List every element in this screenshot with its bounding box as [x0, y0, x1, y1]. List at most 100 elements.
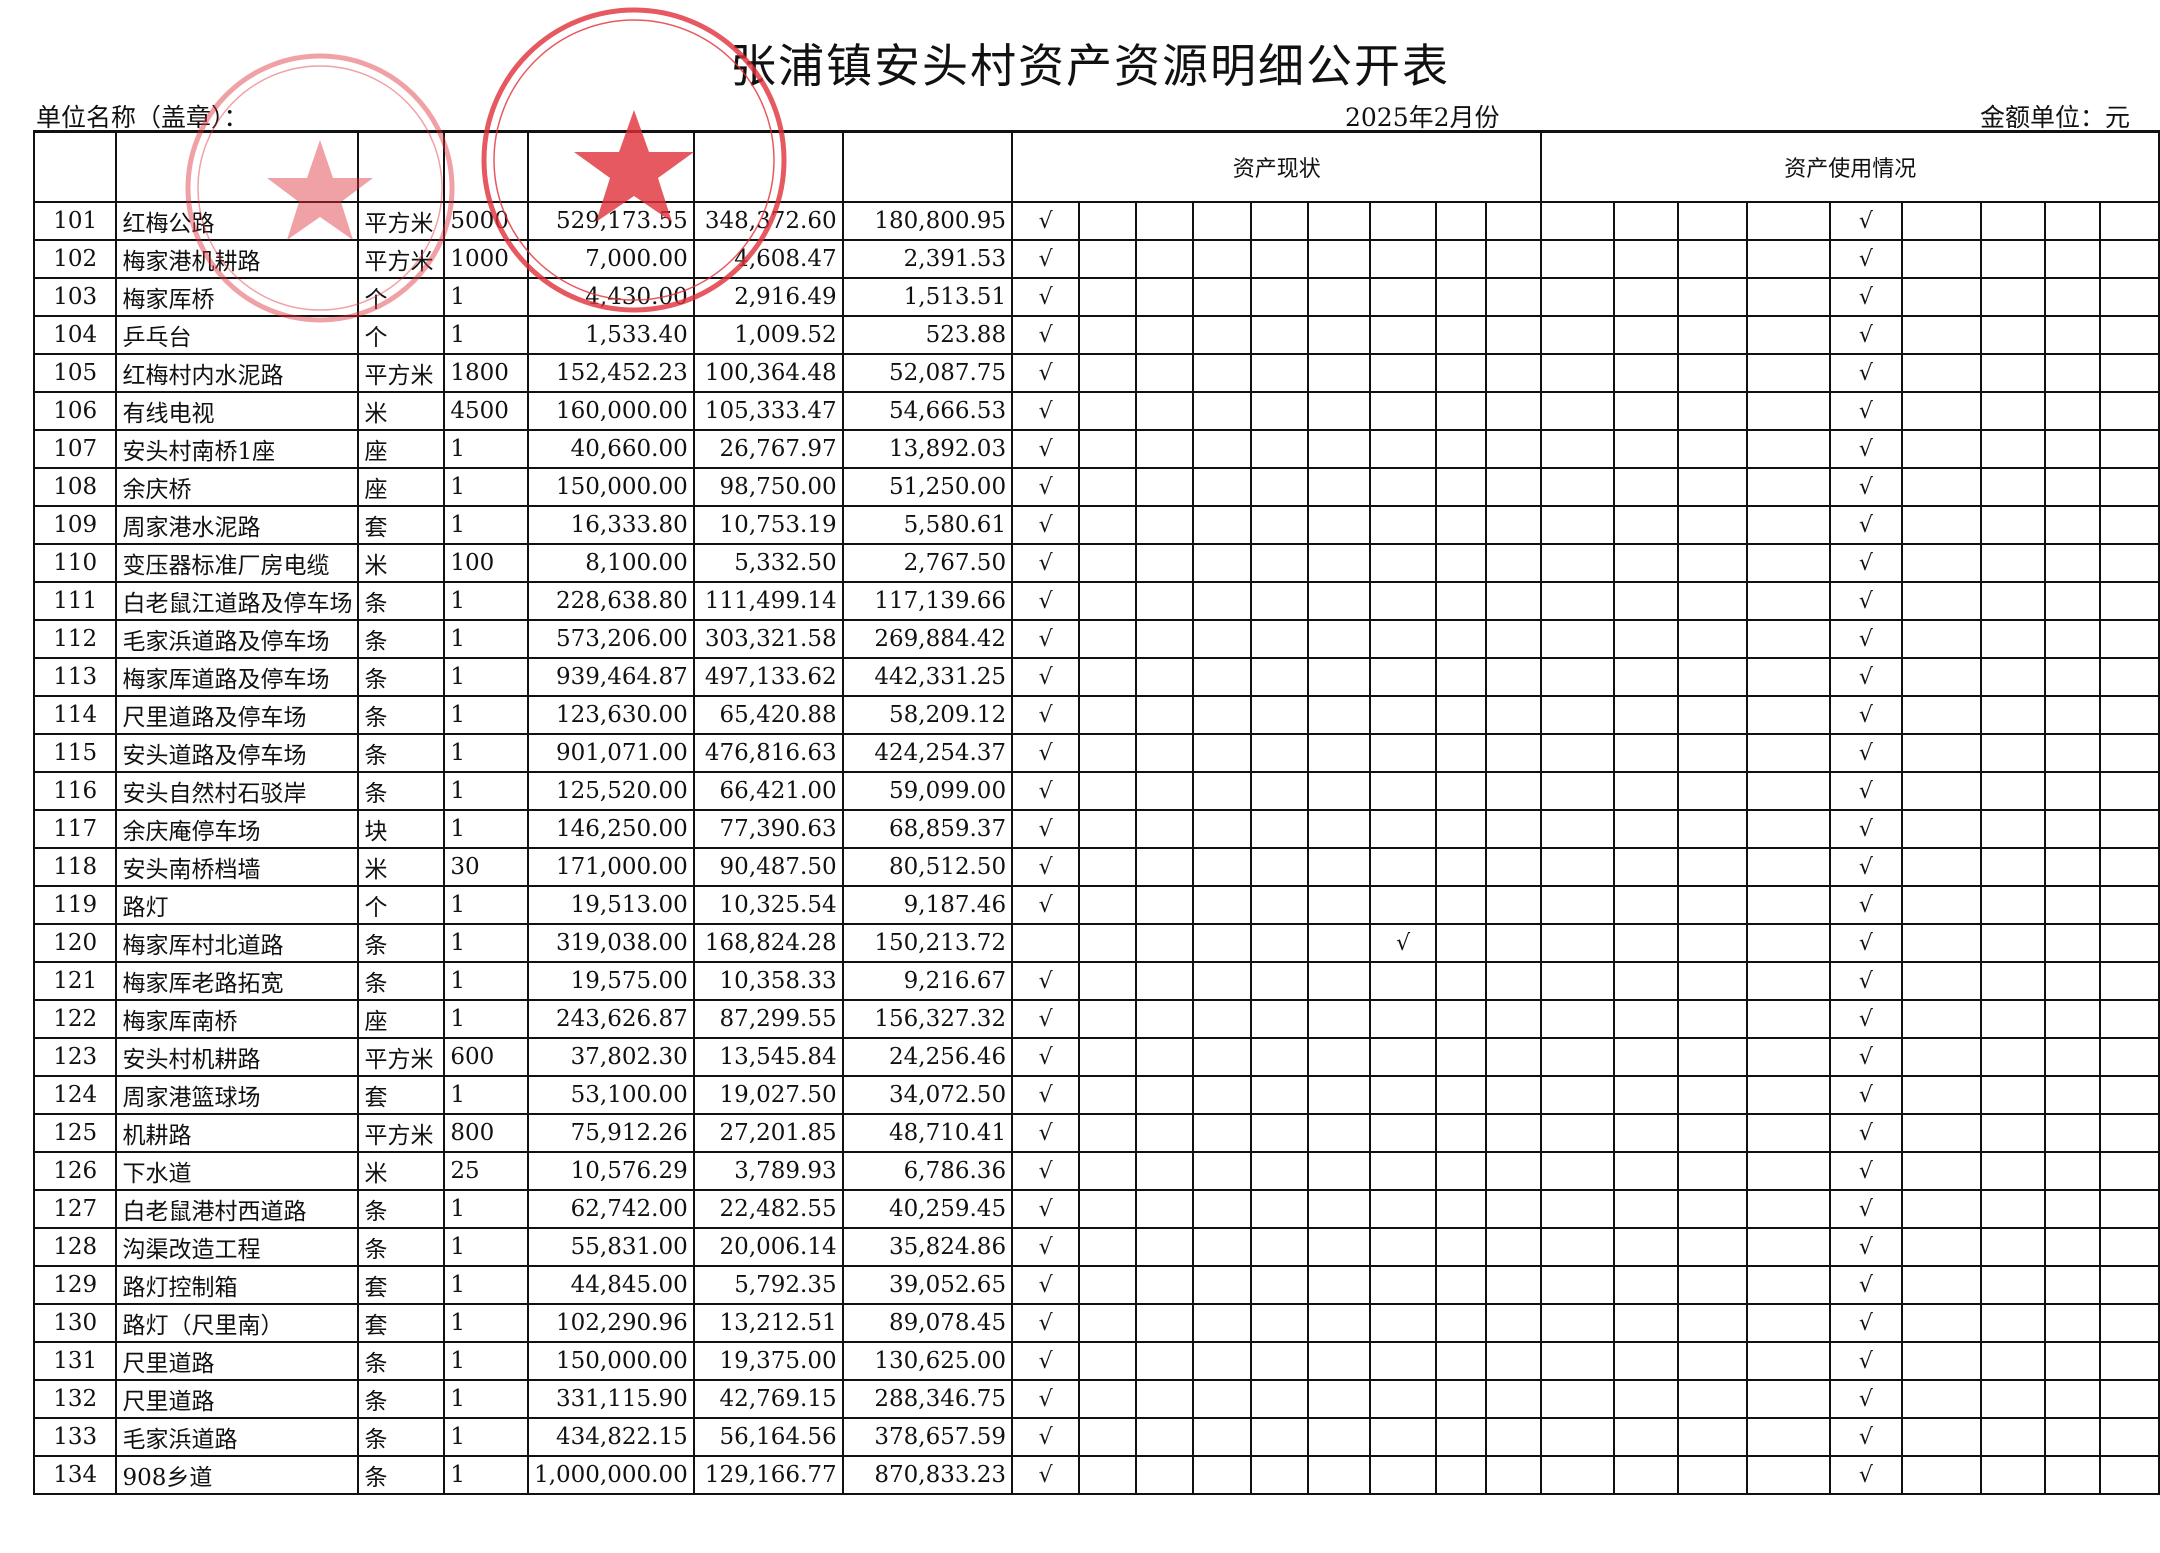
- asset-name: 梅家厍桥: [115, 277, 360, 317]
- original-value: 150,000.00: [527, 1341, 695, 1381]
- usage-check-cell: [1746, 1227, 1831, 1267]
- table-row: 117 余庆庵停车场块 1 146,250.00 77,390.63 68,859.37 √…: [32, 809, 2160, 849]
- usage-check-cell: [2098, 429, 2160, 469]
- status-check-cell: [1250, 961, 1310, 1001]
- accumulated-depreciation: 3,789.93: [692, 1151, 844, 1191]
- usage-check-cell: [2043, 619, 2101, 659]
- net-value: 442,331.25: [841, 657, 1014, 697]
- status-check-cell: [1435, 1265, 1488, 1305]
- status-check-cell: [1485, 201, 1543, 241]
- table-row: 112 毛家浜道路及停车场条 1 573,206.00 303,321.58 269,88…: [32, 619, 2160, 659]
- asset-name: 尺里道路: [115, 1341, 360, 1381]
- asset-name: 余庆庵停车场: [115, 809, 360, 849]
- status-check-cell: [1078, 1227, 1138, 1267]
- usage-check-cell: √: [1828, 999, 1903, 1039]
- status-check-cell: [1078, 315, 1138, 355]
- quantity: 1: [443, 999, 530, 1039]
- status-check-cell: [1307, 1151, 1372, 1191]
- status-check-cell: [1192, 695, 1253, 735]
- status-check-cell: [1135, 809, 1195, 849]
- usage-check-cell: [1979, 391, 2046, 431]
- status-check-cell: √: [1011, 809, 1081, 849]
- usage-check-cell: [2043, 1075, 2101, 1115]
- usage-check-cell: [1677, 277, 1749, 317]
- status-check-cell: [1135, 999, 1195, 1039]
- usage-check-cell: [1746, 619, 1831, 659]
- usage-check-cell: [1746, 429, 1831, 469]
- status-check-cell: [1135, 1379, 1195, 1419]
- status-check-cell: [1369, 505, 1438, 545]
- original-value: 1,000,000.00: [527, 1455, 695, 1495]
- usage-check-cell: [1540, 505, 1616, 545]
- status-check-cell: [1250, 581, 1310, 621]
- asset-name: 安头自然村石驳岸: [115, 771, 360, 811]
- status-check-cell: [1250, 391, 1310, 431]
- original-value: 434,822.15: [527, 1417, 695, 1457]
- usage-check-cell: [1746, 923, 1831, 963]
- status-check-cell: [1435, 353, 1488, 393]
- usage-check-cell: [1677, 847, 1749, 887]
- status-check-cell: [1307, 201, 1372, 241]
- status-check-cell: [1369, 809, 1438, 849]
- status-check-cell: [1307, 771, 1372, 811]
- usage-check-cell: [1979, 1455, 2046, 1495]
- status-check-cell: √: [1011, 657, 1081, 697]
- usage-check-cell: [1746, 809, 1831, 849]
- check-mark-icon: √: [1858, 778, 1873, 804]
- check-mark-icon: √: [1038, 854, 1053, 880]
- check-mark-icon: √: [1038, 1348, 1053, 1374]
- status-check-cell: [1192, 885, 1253, 925]
- status-check-cell: [1307, 505, 1372, 545]
- usage-check-cell: [1900, 391, 1982, 431]
- status-check-cell: [1307, 695, 1372, 735]
- status-check-cell: [1369, 1113, 1438, 1153]
- status-check-cell: [1307, 733, 1372, 773]
- status-check-cell: [1078, 961, 1138, 1001]
- usage-check-cell: √: [1828, 353, 1903, 393]
- usage-check-cell: [2098, 1265, 2160, 1305]
- row-number: 127: [32, 1189, 118, 1229]
- table-row: 115 安头道路及停车场条 1 901,071.00 476,816.63 424,254…: [32, 733, 2160, 773]
- unit: 条: [357, 1341, 446, 1381]
- status-check-cell: [1435, 657, 1488, 697]
- usage-check-cell: [1613, 1227, 1680, 1267]
- usage-check-cell: [1979, 1227, 2046, 1267]
- original-value: 19,513.00: [527, 885, 695, 925]
- asset-name: 机耕路: [115, 1113, 360, 1153]
- table-row: 110 变压器标准厂房电缆米 100 8,100.00 5,332.50 2,767.50…: [32, 543, 2160, 583]
- status-check-cell: [1485, 771, 1543, 811]
- usage-check-cell: [1540, 1455, 1616, 1495]
- usage-check-cell: [1540, 277, 1616, 317]
- usage-check-cell: [2098, 1189, 2160, 1229]
- table-row: 104 乒乓台个 1 1,533.40 1,009.52 523.88 √ √: [32, 315, 2160, 355]
- status-check-cell: [1078, 467, 1138, 507]
- status-check-cell: √: [1011, 1303, 1081, 1343]
- check-mark-icon: √: [1858, 1196, 1873, 1222]
- usage-check-cell: [1900, 1455, 1982, 1495]
- status-check-cell: [1307, 543, 1372, 583]
- status-check-cell: [1135, 1037, 1195, 1077]
- net-value: 117,139.66: [841, 581, 1014, 621]
- check-mark-icon: √: [1858, 968, 1873, 994]
- check-mark-icon: √: [1038, 322, 1053, 348]
- status-check-cell: √: [1369, 923, 1438, 963]
- status-check-cell: [1192, 353, 1253, 393]
- status-check-cell: [1192, 201, 1253, 241]
- status-check-cell: √: [1011, 467, 1081, 507]
- usage-check-cell: √: [1828, 467, 1903, 507]
- status-check-cell: [1369, 277, 1438, 317]
- status-check-cell: √: [1011, 771, 1081, 811]
- original-value: 146,250.00: [527, 809, 695, 849]
- usage-check-cell: [2098, 1303, 2160, 1343]
- status-check-cell: [1078, 201, 1138, 241]
- usage-check-cell: [2043, 923, 2101, 963]
- status-check-cell: [1250, 543, 1310, 583]
- usage-check-cell: [1540, 771, 1616, 811]
- status-check-cell: [1192, 847, 1253, 887]
- usage-check-cell: [1900, 467, 1982, 507]
- net-value: 39,052.65: [841, 1265, 1014, 1305]
- check-mark-icon: √: [1858, 550, 1873, 576]
- usage-check-cell: [1979, 847, 2046, 887]
- asset-table: 资产现状 资产使用情况 101 红梅公路 平方米 5000 529,173.55 348,…: [32, 130, 2160, 1495]
- status-check-cell: [1250, 1303, 1310, 1343]
